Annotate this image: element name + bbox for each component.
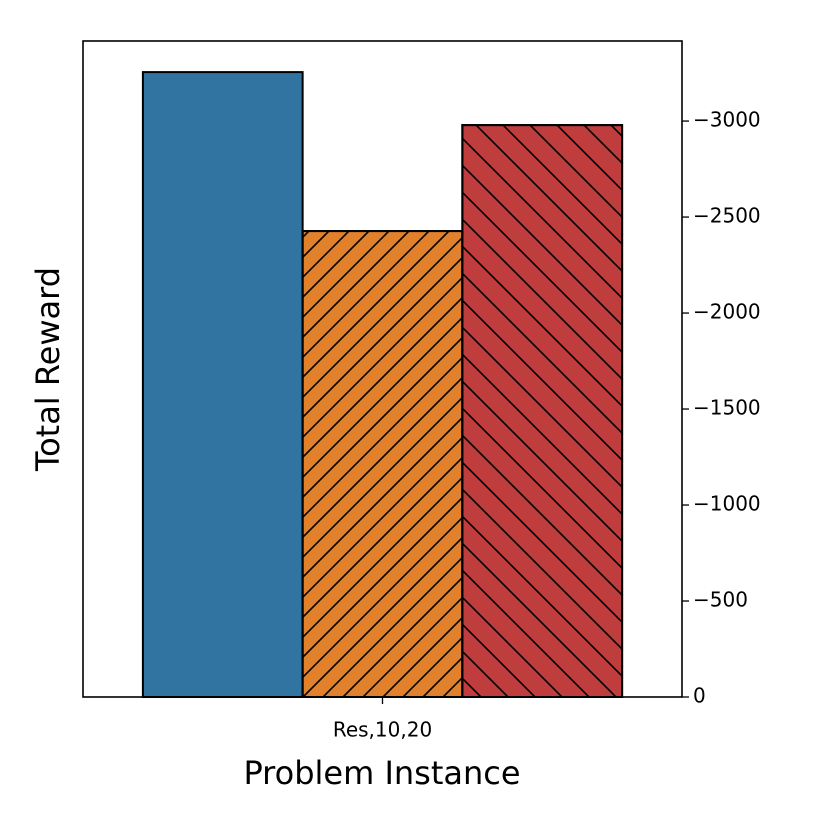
bar-hatch [301,230,464,698]
y-tick-label: −3000 [693,108,761,132]
plot-frame [82,40,683,698]
y-tick-label: −2500 [693,204,761,228]
y-axis-label: Total Reward [29,267,67,472]
y-tick-label: 0 [693,684,706,708]
bar-hatch [461,124,624,699]
y-tick-label: −2000 [693,300,761,324]
bar [141,71,304,699]
y-tick-label: −500 [693,588,748,612]
y-tick-label: −1500 [693,396,761,420]
x-axis-label: Problem Instance [243,754,520,792]
x-tick-label: Res,10,20 [333,718,432,742]
y-tick-label: −1000 [693,492,761,516]
